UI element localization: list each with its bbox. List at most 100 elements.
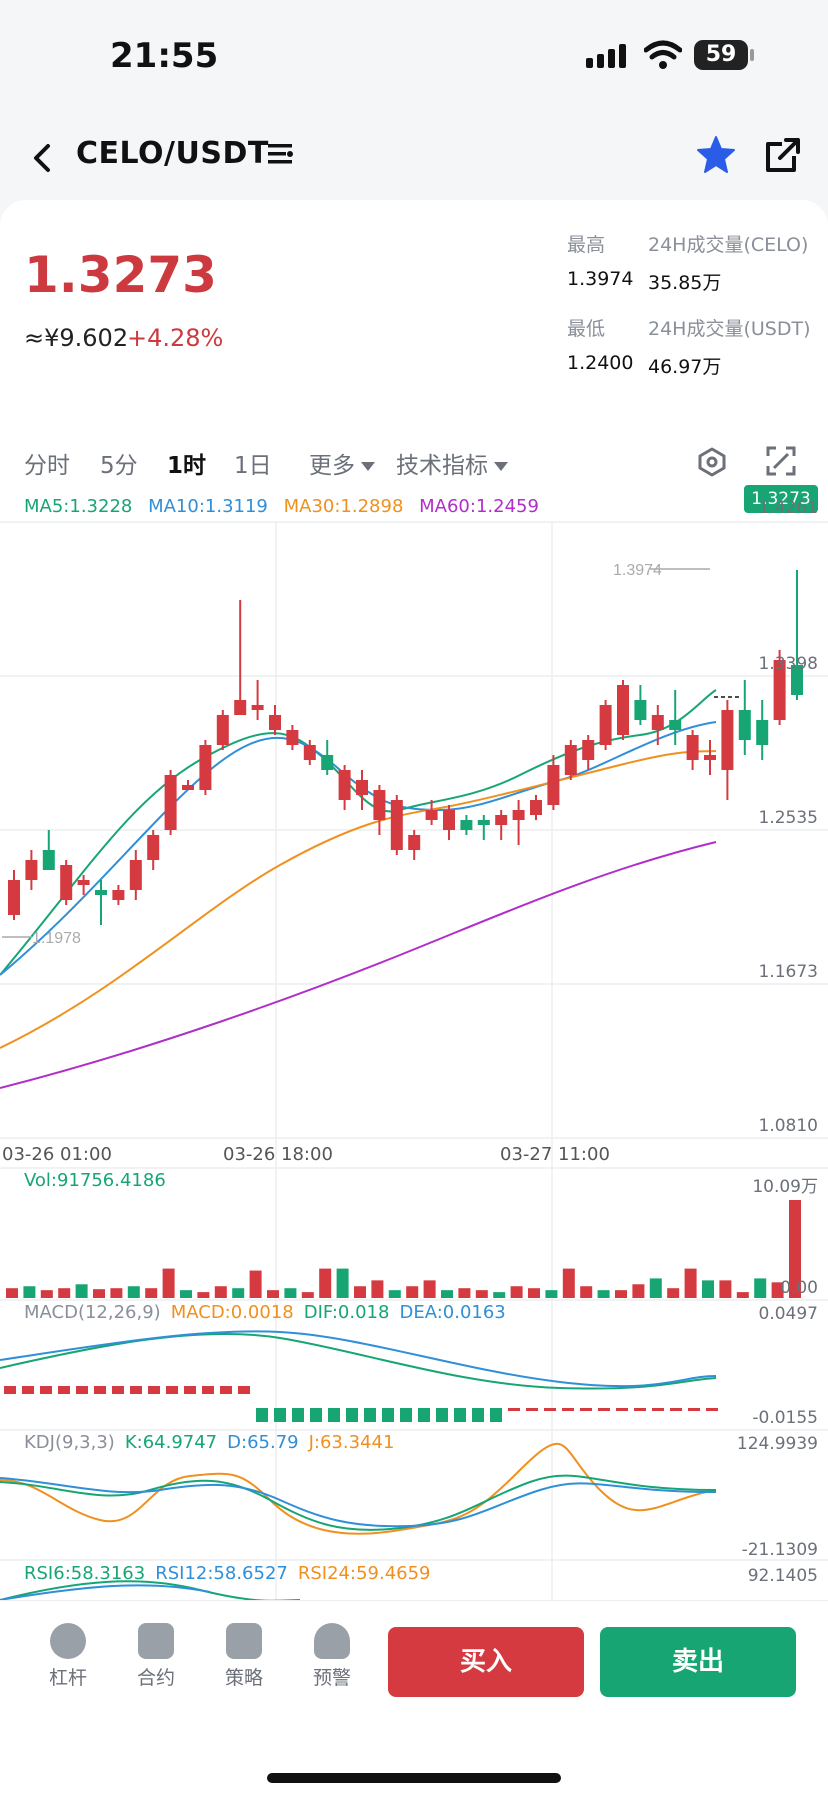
macd-bar: [310, 1408, 322, 1422]
volume-max: 10.09万: [752, 1177, 818, 1197]
ma-legend: MA5:1.3228 MA10:1.3119 MA30:1.2898 MA60:…: [24, 496, 549, 517]
tab-indicators[interactable]: 技术指标: [396, 446, 508, 480]
status-bar: 21:55 59: [0, 0, 828, 112]
macd-bar: [544, 1408, 556, 1411]
ma-lines: [0, 689, 717, 1089]
candle-body: [199, 745, 212, 790]
macd-bar: [598, 1408, 610, 1411]
low-label: 最低: [567, 318, 606, 340]
candle-body: [321, 755, 334, 770]
candle-body: [512, 810, 525, 820]
tab-indicators-label: 技术指标: [396, 453, 488, 479]
volume-bar: [545, 1290, 558, 1298]
low-value: 1.2400: [567, 352, 634, 374]
candle-body: [77, 880, 90, 885]
contract-icon: [138, 1623, 174, 1659]
high-marker-label: 1.3974: [613, 562, 662, 579]
candle-body: [8, 880, 20, 915]
vol-usdt-value: 46.97万: [648, 356, 722, 378]
candle-body: [634, 700, 647, 720]
volume-bar: [110, 1288, 123, 1298]
macd-bar: [508, 1408, 520, 1411]
axis-price-2: 1.3398: [758, 654, 818, 674]
volume-bar: [789, 1200, 801, 1298]
candle-body: [129, 860, 142, 890]
candle-body: [669, 720, 682, 730]
share-icon[interactable]: [764, 136, 802, 174]
candle-body: [564, 745, 577, 775]
time-label-3: 03-27 11:00: [500, 1144, 610, 1165]
candle-body: [286, 730, 299, 745]
pair-switch-menu-icon[interactable]: [268, 142, 294, 166]
volume-bar: [354, 1286, 366, 1298]
volume-bar: [423, 1280, 436, 1298]
tab-5min[interactable]: 5分: [100, 453, 138, 479]
volume-bar: [284, 1288, 297, 1298]
tab-1h[interactable]: 1时: [167, 453, 207, 479]
volume-bar: [615, 1290, 627, 1298]
candle-body: [582, 740, 595, 760]
ma60-value: MA60:1.2459: [419, 496, 539, 517]
sell-button[interactable]: 卖出: [600, 1627, 796, 1697]
low-marker-label: 1.1978: [32, 930, 81, 947]
candle-body: [338, 770, 351, 800]
candle-body: [373, 790, 386, 820]
candle-body: [112, 890, 125, 900]
rsi24-value: RSI24:59.4659: [297, 1563, 431, 1584]
tab-1d[interactable]: 1日: [234, 453, 272, 479]
volume-bar: [127, 1286, 140, 1298]
pair-title[interactable]: CELO/USDT: [76, 136, 269, 171]
volume-bar: [197, 1292, 210, 1298]
kdj-d-line: [0, 1477, 717, 1528]
candle-body: [530, 800, 542, 815]
volume-bar: [75, 1284, 88, 1298]
candle-body: [460, 820, 473, 830]
buy-button[interactable]: 买入: [388, 1627, 584, 1697]
candle-body: [477, 820, 490, 825]
volume-bar: [58, 1288, 71, 1298]
back-arrow-icon[interactable]: [28, 138, 58, 178]
volume-bar: [319, 1268, 332, 1298]
alert-button[interactable]: 预警: [302, 1623, 362, 1690]
rsi12-line: [0, 1584, 211, 1600]
volume-bar: [40, 1290, 53, 1298]
volume-bar: [23, 1286, 36, 1298]
strategy-button[interactable]: 策略: [214, 1623, 274, 1690]
macd-bar: [670, 1408, 682, 1411]
ma5-value: MA5:1.3228: [24, 496, 133, 517]
macd-bar: [58, 1386, 70, 1394]
macd-bar: [292, 1408, 304, 1422]
dea-line: [0, 1330, 717, 1388]
volume-bar: [632, 1284, 645, 1298]
macd-bar: [238, 1386, 250, 1394]
candle-body: [182, 785, 194, 790]
contract-button[interactable]: 合约: [126, 1623, 186, 1690]
candle-body: [251, 705, 264, 710]
fullscreen-icon[interactable]: [766, 446, 796, 476]
leverage-button[interactable]: 杠杆: [38, 1623, 98, 1690]
favorite-star-icon[interactable]: [696, 134, 736, 174]
volume-bar: [336, 1268, 349, 1298]
candle-body: [216, 715, 229, 745]
vol-celo-value: 35.85万: [648, 272, 722, 294]
leverage-label: 杠杆: [48, 1667, 87, 1689]
settings-hexagon-icon[interactable]: [696, 446, 728, 478]
kdj-params: KDJ(9,3,3): [24, 1432, 115, 1453]
volume-bar: [249, 1270, 262, 1298]
tab-more-label: 更多: [309, 453, 355, 479]
macd-bar: [40, 1386, 52, 1394]
macd-min: -0.0155: [752, 1408, 818, 1428]
cellular-signal-icon: [586, 44, 626, 68]
vol-usdt-label: 24H成交量(USDT): [648, 318, 811, 340]
tab-fenshi[interactable]: 分时: [24, 453, 70, 479]
candle-body: [42, 850, 55, 870]
candle-body: [408, 835, 421, 850]
macd-bar: [472, 1408, 484, 1422]
kdj-j-line: [0, 1442, 717, 1535]
trade-bottom-bar: 杠杆 合约 策略 预警 买入 卖出: [0, 1600, 828, 1796]
tab-more[interactable]: 更多: [309, 446, 375, 480]
chevron-down-icon: [361, 462, 375, 471]
macd-bar: [706, 1408, 718, 1411]
kline-chart[interactable]: 1.3974 1.1978: [0, 0, 828, 1600]
volume-bar: [754, 1278, 767, 1298]
